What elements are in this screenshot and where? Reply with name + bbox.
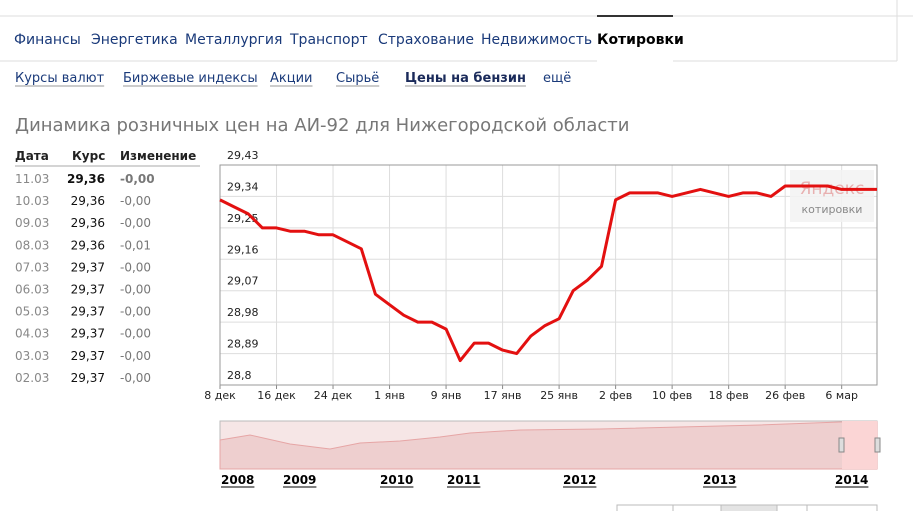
subnav-item[interactable]: ещё <box>543 71 571 86</box>
nav-tab[interactable]: Недвижимость <box>481 32 592 48</box>
table-cell: 29,36 <box>71 238 105 252</box>
subnav-item[interactable]: Акции <box>270 71 313 86</box>
table-cell: -0,00 <box>120 194 151 208</box>
button[interactable] <box>806 504 878 511</box>
table-cell: 06.03 <box>15 283 49 297</box>
table-cell: -0,01 <box>120 238 151 252</box>
table-cell: 08.03 <box>15 238 49 252</box>
button[interactable] <box>720 504 778 511</box>
navigator-window <box>842 421 877 469</box>
table-cell: -0,00 <box>120 327 151 341</box>
table-header: Дата <box>15 149 49 163</box>
x-tick-label: 25 янв <box>540 389 578 402</box>
plot-frame <box>219 164 878 386</box>
subnav-item[interactable]: Курсы валют <box>15 71 105 86</box>
table-cell: 29,36 <box>67 172 105 186</box>
x-tick-label: 6 мар <box>825 389 858 402</box>
table-cell: -0,00 <box>120 283 151 297</box>
x-tick-label: 26 фев <box>765 389 805 402</box>
table-cell: -0,00 <box>120 305 151 319</box>
x-tick-label: 10 фев <box>652 389 692 402</box>
table-cell: 05.03 <box>15 305 49 319</box>
table-cell: 29,37 <box>71 327 105 341</box>
x-tick-label: 1 янв <box>374 389 405 402</box>
table-cell: 09.03 <box>15 216 49 230</box>
y-tick-label: 29,34 <box>227 180 259 193</box>
table-cell: -0,00 <box>120 371 151 385</box>
nav-tab[interactable]: Страхование <box>378 32 474 48</box>
x-tick-label: 18 фев <box>709 389 749 402</box>
x-tick-label: 16 дек <box>257 389 296 402</box>
table-cell: 29,37 <box>71 349 105 363</box>
navigator-year: 2008 <box>221 473 254 487</box>
navigator-handle[interactable] <box>874 437 881 453</box>
line-series <box>219 184 877 363</box>
x-tick-label: 2 фев <box>599 389 632 402</box>
y-tick-label: 28,89 <box>227 338 259 351</box>
subnav-item[interactable]: Цены на бензин <box>405 71 526 86</box>
button[interactable] <box>776 504 808 511</box>
navigator-year: 2009 <box>283 473 316 487</box>
table-cell: 10.03 <box>15 194 49 208</box>
plot-area <box>219 164 878 386</box>
subnav-item[interactable]: Сырьё <box>336 71 379 86</box>
navigator-year: 2011 <box>447 473 480 487</box>
navigator-year: 2014 <box>835 473 868 487</box>
page-title: Динамика розничных цен на АИ-92 для Ниже… <box>15 115 629 136</box>
nav-tab[interactable]: Металлургия <box>185 32 282 48</box>
table-cell: 02.03 <box>15 371 49 385</box>
button[interactable] <box>672 504 722 511</box>
table-cell: 29,37 <box>71 371 105 385</box>
active-tab-bg <box>597 16 673 62</box>
table-cell: 03.03 <box>15 349 49 363</box>
nav-tab[interactable]: Энергетика <box>91 32 178 48</box>
y-tick-label: 28,98 <box>227 306 259 319</box>
table-cell: 04.03 <box>15 327 49 341</box>
table-cell: -0,00 <box>120 172 155 186</box>
watermark-bg <box>790 170 874 222</box>
table-header: Изменение <box>120 149 196 163</box>
y-tick-label: 29,07 <box>227 275 259 288</box>
x-tick-label: 9 янв <box>431 389 462 402</box>
nav-tab[interactable]: Финансы <box>14 32 81 48</box>
nav-tab[interactable]: Транспорт <box>289 32 368 48</box>
watermark: котировки <box>802 203 863 216</box>
x-tick-label: 24 дек <box>314 389 353 402</box>
table-header: Курс <box>72 149 105 163</box>
table-cell: 07.03 <box>15 260 49 274</box>
watermark: Яндекс <box>800 179 865 199</box>
y-tick-label: 29,16 <box>227 243 259 256</box>
x-tick-label: 17 янв <box>484 389 522 402</box>
y-tick-label: 29,43 <box>227 149 259 162</box>
table-cell: 29,37 <box>71 283 105 297</box>
table-cell: 29,36 <box>71 216 105 230</box>
x-tick-label: 8 дек <box>204 389 236 402</box>
table-cell: 29,36 <box>71 194 105 208</box>
table-cell: 29,37 <box>71 305 105 319</box>
table-cell: -0,00 <box>120 260 151 274</box>
table-cell: 29,37 <box>71 260 105 274</box>
navigator-year: 2010 <box>380 473 413 487</box>
navigator-year: 2012 <box>563 473 596 487</box>
navigator-year: 2013 <box>703 473 736 487</box>
table-cell: -0,00 <box>120 216 151 230</box>
nav-tab[interactable]: Котировки <box>597 32 684 48</box>
y-tick-label: 28,8 <box>227 369 252 382</box>
table-cell: 11.03 <box>15 172 49 186</box>
subnav-item[interactable]: Биржевые индексы <box>123 71 258 86</box>
navigator-handle[interactable] <box>838 437 845 453</box>
button[interactable] <box>616 504 674 511</box>
table-cell: -0,00 <box>120 349 151 363</box>
